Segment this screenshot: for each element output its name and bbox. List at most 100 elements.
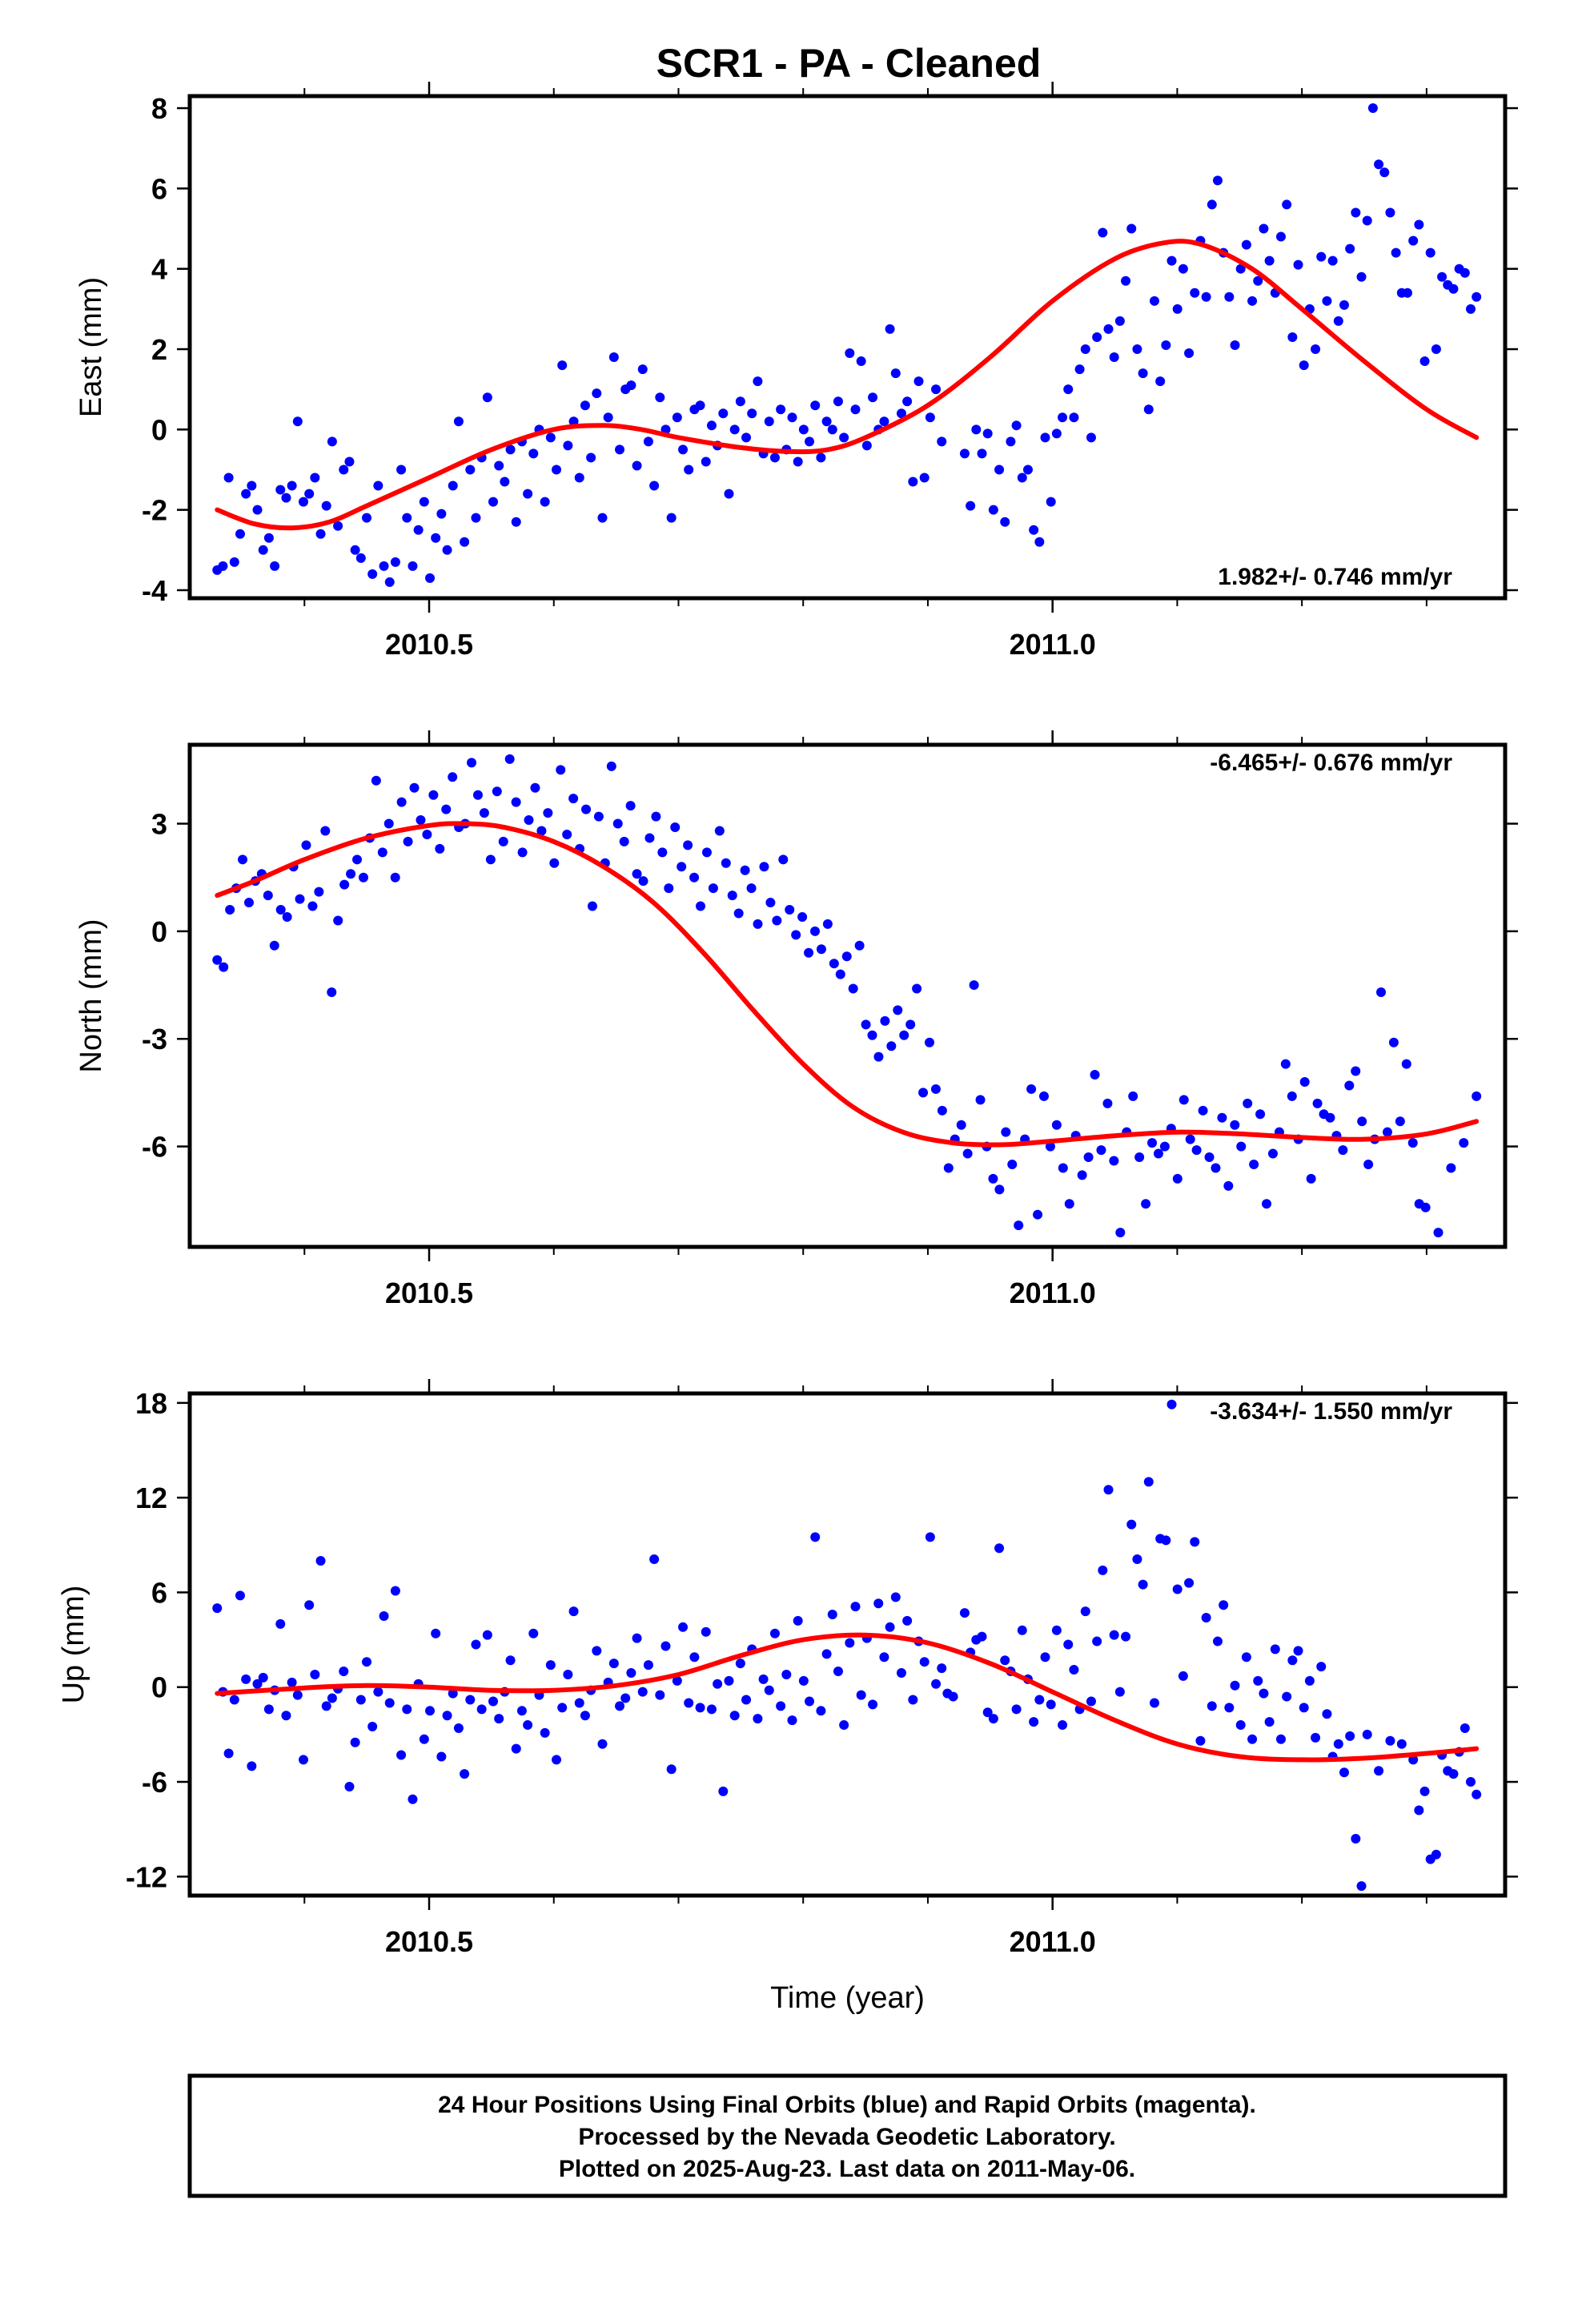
footer-line-2: Processed by the Nevada Geodetic Laborat… xyxy=(578,2124,1115,2150)
east-data-point xyxy=(1080,344,1090,355)
north-data-point xyxy=(612,818,623,829)
east-data-point xyxy=(718,408,729,419)
north-data-point xyxy=(1159,1141,1170,1152)
east-data-point xyxy=(684,464,694,475)
north-data-point xyxy=(511,797,521,807)
up-data-point xyxy=(563,1669,573,1679)
up-data-point xyxy=(1408,1755,1419,1765)
east-data-point xyxy=(471,513,481,523)
up-data-point xyxy=(1166,1399,1177,1409)
east-data-point xyxy=(1465,304,1476,314)
east-data-point xyxy=(1138,368,1148,379)
up-data-point xyxy=(442,1711,452,1721)
north-data-point xyxy=(269,940,279,951)
north-data-point xyxy=(683,840,693,850)
up-data-point xyxy=(684,1698,694,1708)
east-data-point xyxy=(1051,428,1062,439)
up-data-point xyxy=(511,1743,521,1754)
east-data-point xyxy=(885,324,895,334)
up-data-point xyxy=(948,1691,958,1702)
east-data-point xyxy=(896,408,906,419)
east-data-point xyxy=(695,400,705,411)
y-tick-label: -2 xyxy=(142,494,167,527)
up-data-point xyxy=(885,1622,895,1632)
up-data-point xyxy=(1051,1625,1062,1635)
up-data-point xyxy=(798,1675,809,1686)
east-data-point xyxy=(465,464,476,475)
east-data-point xyxy=(298,497,308,507)
north-data-point xyxy=(708,883,718,894)
east-data-point xyxy=(793,456,803,467)
east-data-point xyxy=(1448,283,1459,294)
north-data-point xyxy=(1014,1220,1024,1231)
east-data-point xyxy=(1351,207,1361,218)
up-data-point xyxy=(1259,1688,1269,1699)
east-data-point xyxy=(1230,340,1240,350)
east-data-point xyxy=(488,497,499,507)
up-data-point xyxy=(931,1679,942,1689)
east-data-point xyxy=(396,464,407,475)
north-data-point xyxy=(1446,1163,1456,1173)
north-data-point xyxy=(1128,1091,1138,1101)
north-data-point xyxy=(1211,1163,1221,1173)
y-tick-label: 6 xyxy=(151,1576,167,1609)
east-data-point xyxy=(315,529,326,539)
east-data-point xyxy=(908,476,918,487)
footer-line-1: 24 Hour Positions Using Final Orbits (bl… xyxy=(438,2092,1256,2118)
up-data-point xyxy=(827,1610,837,1620)
east-data-point xyxy=(223,472,234,483)
up-data-point xyxy=(1184,1578,1195,1588)
up-data-point xyxy=(626,1667,636,1678)
north-data-point xyxy=(428,790,439,800)
up-data-point xyxy=(384,1698,395,1708)
north-data-point xyxy=(416,815,426,826)
north-data-point xyxy=(670,822,681,833)
up-data-point xyxy=(1241,1652,1251,1663)
east-data-point xyxy=(241,489,251,499)
up-data-point xyxy=(649,1554,660,1565)
east-plot-frame xyxy=(187,94,1508,601)
east-data-point xyxy=(1414,219,1424,230)
east-panel: 2010.5 2011.0 -4 -2 0 2 4 6 8 East (mm) 1.982+/- 0… xyxy=(74,82,1518,661)
north-data-point xyxy=(689,872,700,883)
east-data-point xyxy=(902,396,913,407)
north-data-point xyxy=(835,969,845,979)
up-data-point xyxy=(1311,1732,1321,1743)
east-data-point xyxy=(861,440,872,451)
east-data-point xyxy=(1212,175,1223,186)
up-data-point xyxy=(471,1639,481,1650)
east-data-point xyxy=(453,416,464,427)
east-data-point xyxy=(355,553,366,563)
east-data-point xyxy=(1419,356,1430,367)
up-data-point xyxy=(1362,1729,1372,1739)
east-data-point xyxy=(1114,316,1125,326)
east-data-point xyxy=(666,513,677,523)
east-data-point xyxy=(1006,436,1016,447)
east-data-point xyxy=(931,384,942,395)
east-data-point xyxy=(252,505,263,515)
north-data-point xyxy=(587,901,597,911)
y-tick-label: 8 xyxy=(151,92,167,125)
up-data-point xyxy=(643,1660,653,1671)
north-data-point xyxy=(1267,1148,1278,1159)
up-data-point xyxy=(287,1677,297,1687)
north-data-point xyxy=(1141,1199,1151,1209)
y-tick-label: -4 xyxy=(142,574,167,607)
up-data-point xyxy=(741,1695,752,1705)
up-data-point xyxy=(1172,1584,1182,1594)
north-data-point xyxy=(606,761,616,771)
east-data-point xyxy=(1391,247,1401,258)
north-data-point xyxy=(810,926,821,936)
north-rate-annotation: -6.465+/- 0.676 mm/yr xyxy=(1210,750,1452,776)
up-data-point xyxy=(339,1667,349,1677)
east-data-point xyxy=(597,513,608,523)
east-data-point xyxy=(1058,412,1068,423)
east-data-point xyxy=(608,352,619,363)
north-data-point xyxy=(1198,1105,1208,1116)
up-data-point xyxy=(816,1706,826,1716)
north-data-point xyxy=(937,1105,947,1116)
up-y-axis-label: Up (mm) xyxy=(57,1586,90,1704)
north-data-point xyxy=(727,891,737,901)
up-data-point xyxy=(1299,1703,1309,1713)
north-data-point xyxy=(772,915,782,926)
